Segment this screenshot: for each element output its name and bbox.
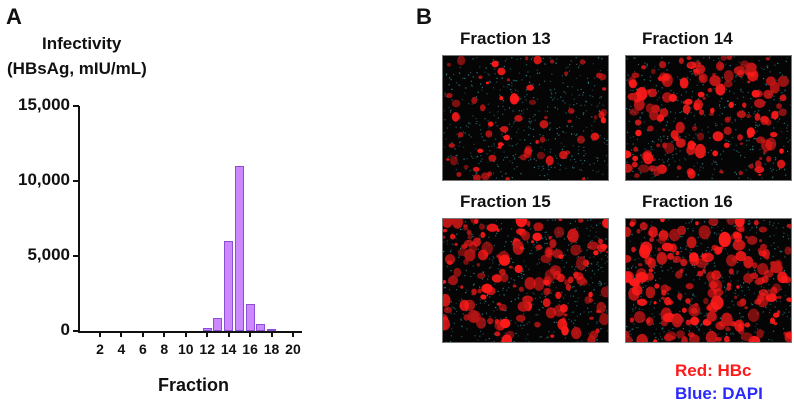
x-tick-label: 8 [160, 341, 169, 357]
image-title-fraction-14: Fraction 14 [642, 29, 733, 48]
x-tick-mark [249, 332, 252, 337]
image-title-fraction-13: Fraction 13 [460, 29, 551, 48]
micrograph-render [626, 219, 791, 342]
x-tick-mark [141, 332, 144, 337]
y-tick-mark [73, 105, 79, 107]
image-title-fraction-16: Fraction 16 [642, 192, 733, 211]
y-tick-label: 10,000 [18, 170, 70, 189]
y-axis-label-line2: (HBsAg, mIU/mL) [7, 59, 147, 78]
bar-fraction-14 [224, 241, 234, 331]
micrograph-render [443, 56, 608, 180]
x-axis-label: Fraction [158, 375, 230, 395]
x-tick-label: 20 [285, 341, 301, 357]
panel-b-letter: B [416, 4, 432, 29]
y-tick-mark [73, 180, 79, 182]
x-tick-mark [184, 332, 187, 337]
x-tick-label: 16 [242, 341, 258, 357]
micrograph-fraction-15 [442, 218, 609, 343]
panel-a-letter: A [6, 4, 22, 29]
x-tick-mark [270, 332, 273, 337]
y-tick-label: 0 [60, 320, 70, 339]
y-axis-line [78, 106, 80, 332]
x-tick-label: 6 [138, 341, 147, 357]
micrograph-fraction-14 [625, 55, 792, 181]
x-tick-label: 14 [220, 341, 237, 357]
x-tick-mark [291, 332, 294, 337]
x-tick-mark [120, 332, 123, 337]
x-tick-mark [206, 332, 209, 337]
micrograph-fraction-13 [442, 55, 609, 181]
y-tick-mark [73, 330, 79, 332]
y-tick-mark [73, 255, 79, 257]
image-title-fraction-15: Fraction 15 [460, 192, 551, 211]
bar-fraction-15 [234, 166, 244, 331]
x-tick-mark [163, 332, 166, 337]
y-axis-label-line1: Infectivity [42, 34, 122, 53]
bar-fraction-13 [213, 317, 223, 331]
x-tick-label: 12 [199, 341, 215, 357]
bar-fraction-12 [202, 328, 212, 331]
x-tick-mark [227, 332, 230, 337]
legend-red-hbc: Red: HBc [675, 361, 752, 380]
bar-fraction-16 [245, 304, 255, 331]
x-tick-label: 4 [117, 341, 126, 357]
x-tick-label: 2 [96, 341, 104, 357]
y-tick-label: 5,000 [27, 245, 70, 264]
legend-blue-dapi: Blue: DAPI [675, 384, 763, 403]
bar-fraction-18 [267, 329, 277, 331]
x-tick-mark [99, 332, 102, 337]
micrograph-render [626, 56, 791, 180]
micrograph-fraction-16 [625, 218, 792, 343]
y-tick-label: 15,000 [18, 95, 70, 114]
micrograph-render [443, 219, 608, 342]
x-tick-label: 18 [263, 341, 280, 357]
x-axis-line [78, 331, 302, 333]
bar-fraction-17 [256, 323, 266, 331]
x-tick-label: 10 [177, 341, 194, 357]
